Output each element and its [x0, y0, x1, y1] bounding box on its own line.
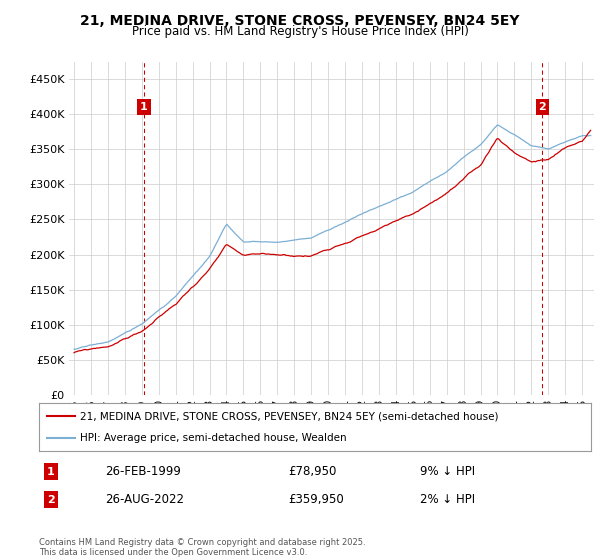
Text: 2: 2 — [47, 494, 55, 505]
Text: 21, MEDINA DRIVE, STONE CROSS, PEVENSEY, BN24 5EY: 21, MEDINA DRIVE, STONE CROSS, PEVENSEY,… — [80, 14, 520, 28]
Text: 21, MEDINA DRIVE, STONE CROSS, PEVENSEY, BN24 5EY (semi-detached house): 21, MEDINA DRIVE, STONE CROSS, PEVENSEY,… — [80, 411, 499, 421]
Text: 1: 1 — [140, 102, 148, 112]
Text: £359,950: £359,950 — [288, 493, 344, 506]
Text: Price paid vs. HM Land Registry's House Price Index (HPI): Price paid vs. HM Land Registry's House … — [131, 25, 469, 38]
Text: 26-AUG-2022: 26-AUG-2022 — [105, 493, 184, 506]
Text: £78,950: £78,950 — [288, 465, 337, 478]
Text: 1: 1 — [47, 466, 55, 477]
Text: HPI: Average price, semi-detached house, Wealden: HPI: Average price, semi-detached house,… — [80, 433, 347, 443]
Text: Contains HM Land Registry data © Crown copyright and database right 2025.
This d: Contains HM Land Registry data © Crown c… — [39, 538, 365, 557]
Text: 2% ↓ HPI: 2% ↓ HPI — [420, 493, 475, 506]
Text: 2: 2 — [538, 102, 546, 112]
Text: 26-FEB-1999: 26-FEB-1999 — [105, 465, 181, 478]
Text: 9% ↓ HPI: 9% ↓ HPI — [420, 465, 475, 478]
